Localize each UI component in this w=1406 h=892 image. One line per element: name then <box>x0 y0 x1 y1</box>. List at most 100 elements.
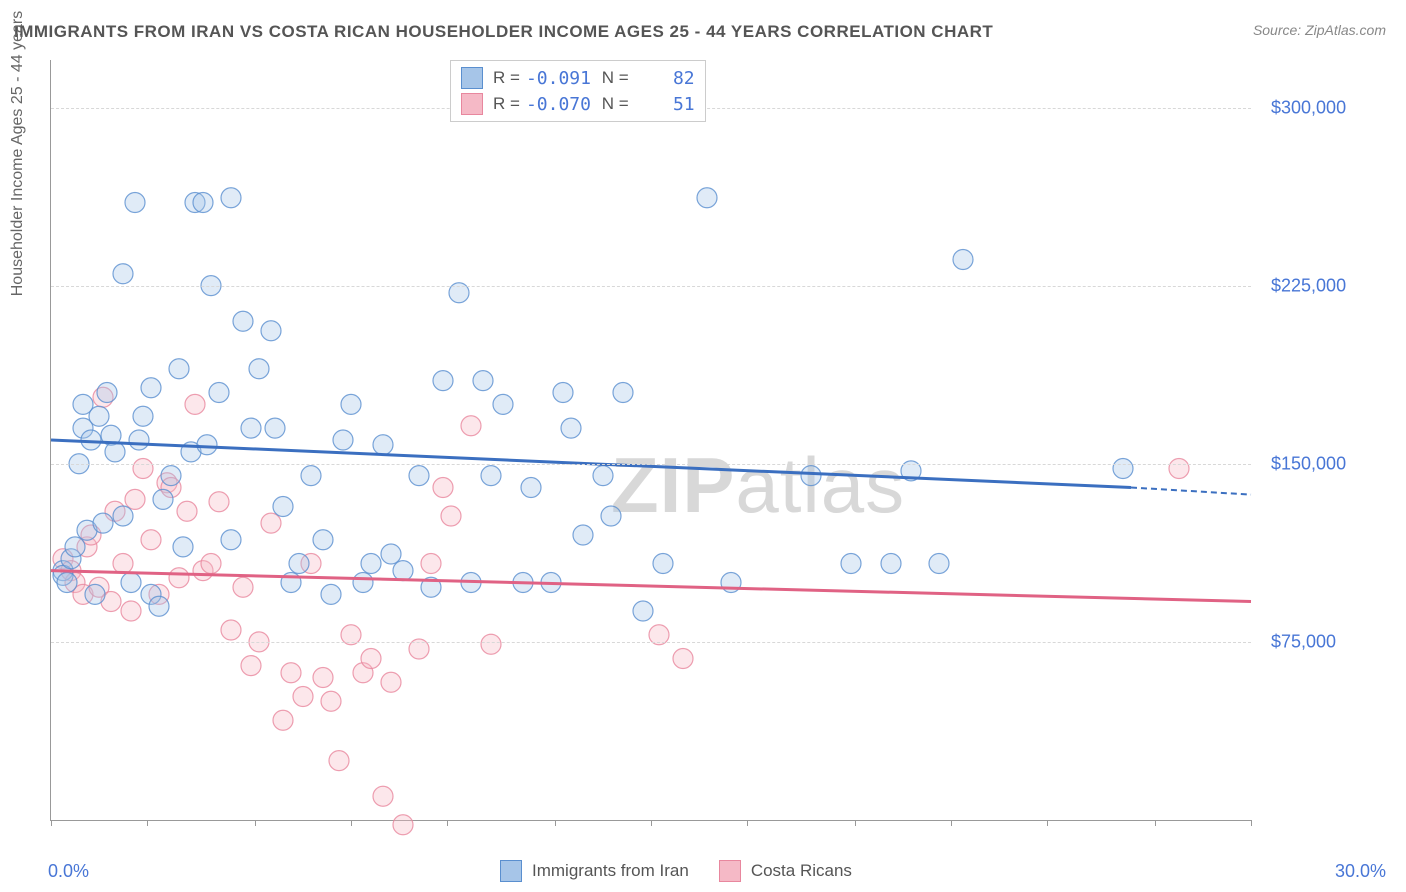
x-tick-mark <box>351 820 352 826</box>
x-tick-mark <box>747 820 748 826</box>
data-point <box>461 416 481 436</box>
data-point <box>341 394 361 414</box>
data-point <box>57 573 77 593</box>
data-point <box>373 435 393 455</box>
data-point <box>653 554 673 574</box>
gridline <box>51 642 1251 643</box>
legend-item-series-b: Costa Ricans <box>719 860 852 882</box>
data-point <box>149 596 169 616</box>
data-point <box>65 537 85 557</box>
data-point <box>561 418 581 438</box>
data-point <box>301 466 321 486</box>
data-point <box>113 506 133 526</box>
data-point <box>289 554 309 574</box>
data-point <box>153 489 173 509</box>
data-point <box>373 786 393 806</box>
data-point <box>129 430 149 450</box>
data-point <box>421 554 441 574</box>
data-point <box>221 620 241 640</box>
data-point <box>481 466 501 486</box>
data-point <box>481 634 501 654</box>
data-point <box>221 530 241 550</box>
data-point <box>261 321 281 341</box>
x-tick-mark <box>651 820 652 826</box>
data-point <box>633 601 653 621</box>
data-point <box>273 710 293 730</box>
data-point <box>161 466 181 486</box>
correlation-legend: R =-0.091 N =82 R =-0.070 N =51 <box>450 60 706 122</box>
data-point <box>1113 459 1133 479</box>
data-point <box>841 554 861 574</box>
data-point <box>197 435 217 455</box>
data-point <box>521 478 541 498</box>
trend-line <box>1131 488 1251 495</box>
x-axis-max-label: 30.0% <box>1335 861 1386 882</box>
data-point <box>321 691 341 711</box>
data-point <box>233 577 253 597</box>
data-point <box>125 489 145 509</box>
data-point <box>697 188 717 208</box>
legend-item-series-a: Immigrants from Iran <box>500 860 689 882</box>
data-point <box>261 513 281 533</box>
data-point <box>881 554 901 574</box>
data-point <box>221 188 241 208</box>
data-point <box>601 506 621 526</box>
x-tick-mark <box>1047 820 1048 826</box>
x-tick-mark <box>255 820 256 826</box>
data-point <box>313 668 333 688</box>
series-legend: Immigrants from Iran Costa Ricans <box>500 860 852 882</box>
gridline <box>51 286 1251 287</box>
data-point <box>313 530 333 550</box>
data-point <box>89 406 109 426</box>
data-point <box>433 478 453 498</box>
data-point <box>553 383 573 403</box>
data-point <box>113 554 133 574</box>
data-point <box>409 466 429 486</box>
data-point <box>85 584 105 604</box>
swatch-series-a-bottom <box>500 860 522 882</box>
data-point <box>1169 459 1189 479</box>
plot-area: ZIPatlas $75,000$150,000$225,000$300,000 <box>50 60 1251 821</box>
data-point <box>209 492 229 512</box>
data-point <box>393 561 413 581</box>
data-point <box>201 554 221 574</box>
data-point <box>125 193 145 213</box>
gridline <box>51 464 1251 465</box>
data-point <box>493 394 513 414</box>
x-tick-mark <box>51 820 52 826</box>
legend-row-series-a: R =-0.091 N =82 <box>461 65 695 91</box>
data-point <box>613 383 633 403</box>
data-point <box>393 815 413 835</box>
data-point <box>929 554 949 574</box>
data-point <box>673 649 693 669</box>
data-point <box>133 459 153 479</box>
data-point <box>265 418 285 438</box>
data-point <box>473 371 493 391</box>
data-point <box>121 601 141 621</box>
data-point <box>141 378 161 398</box>
data-point <box>281 663 301 683</box>
data-point <box>169 359 189 379</box>
scatter-svg <box>51 60 1251 820</box>
data-point <box>185 394 205 414</box>
data-point <box>249 359 269 379</box>
swatch-series-a <box>461 67 483 89</box>
legend-row-series-b: R =-0.070 N =51 <box>461 91 695 117</box>
chart-title: IMMIGRANTS FROM IRAN VS COSTA RICAN HOUS… <box>14 22 993 42</box>
data-point <box>113 264 133 284</box>
data-point <box>333 430 353 450</box>
data-point <box>105 442 125 462</box>
data-point <box>169 568 189 588</box>
swatch-series-b <box>461 93 483 115</box>
x-tick-mark <box>555 820 556 826</box>
data-point <box>193 193 213 213</box>
data-point <box>241 418 261 438</box>
y-axis-label: Householder Income Ages 25 - 44 years <box>9 11 27 297</box>
data-point <box>441 506 461 526</box>
data-point <box>321 584 341 604</box>
data-point <box>801 466 821 486</box>
data-point <box>233 311 253 331</box>
data-point <box>433 371 453 391</box>
data-point <box>133 406 153 426</box>
data-point <box>121 573 141 593</box>
